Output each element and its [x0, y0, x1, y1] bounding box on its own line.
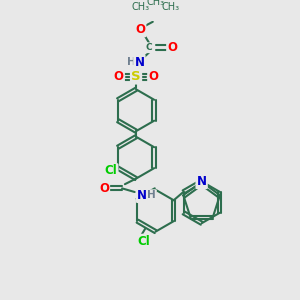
Text: Cl: Cl [137, 235, 150, 248]
Text: CH₃: CH₃ [131, 2, 149, 12]
Text: O: O [114, 70, 124, 83]
Text: O: O [148, 70, 158, 83]
Text: Cl: Cl [105, 164, 117, 177]
Text: CH₃: CH₃ [146, 0, 165, 7]
Text: N: N [196, 175, 207, 188]
Text: N: N [134, 56, 144, 69]
Text: H: H [127, 57, 135, 67]
Text: O: O [99, 182, 109, 195]
Text: S: S [131, 70, 141, 83]
Text: O: O [167, 41, 177, 54]
Text: O: O [135, 23, 145, 36]
Text: CH₃: CH₃ [162, 2, 180, 12]
Text: H: H [147, 190, 156, 200]
Text: C: C [145, 43, 152, 52]
Text: N: N [137, 189, 147, 202]
